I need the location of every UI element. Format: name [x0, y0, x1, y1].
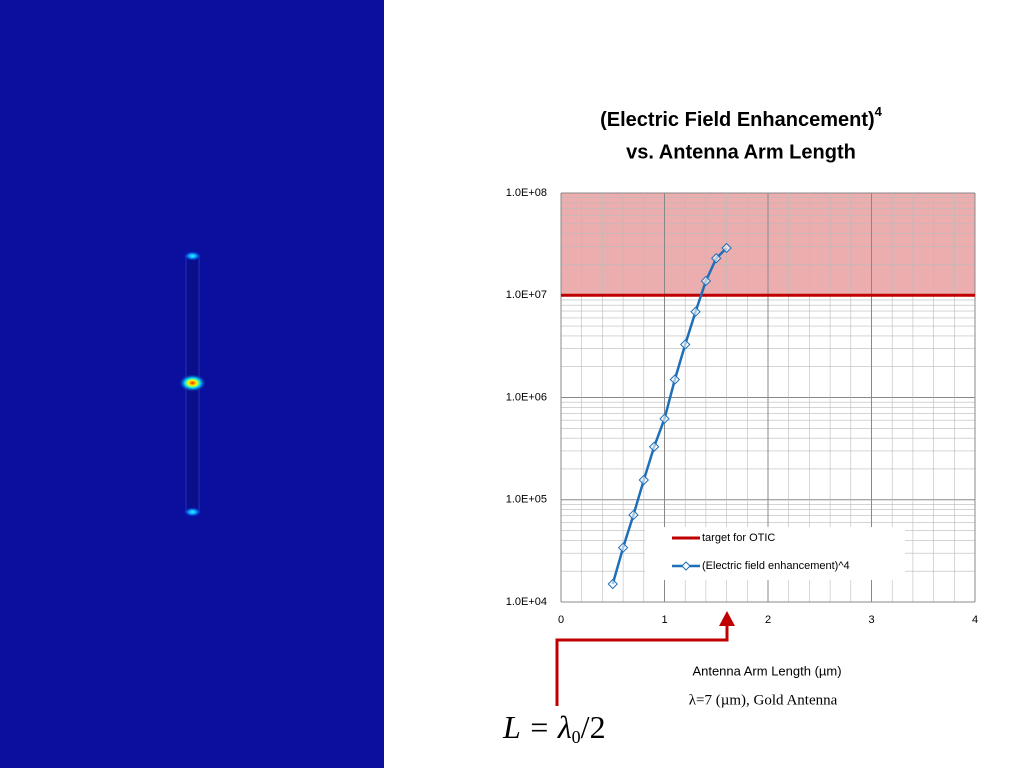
data-point	[690, 306, 701, 317]
tip-hotspot	[183, 251, 202, 261]
chart-title: vs. Antenna Arm Length	[626, 141, 856, 163]
tip-hotspot	[183, 507, 202, 517]
y-tick-label: 1.0E+07	[506, 289, 547, 301]
x-tick-label: 4	[972, 614, 978, 626]
data-point	[628, 509, 639, 521]
formula: L = λ0/2	[502, 709, 606, 747]
data-point	[648, 441, 660, 452]
x-tick-label: 3	[868, 614, 874, 626]
data-point	[669, 374, 681, 385]
x-axis-label: Antenna Arm Length (µm)	[692, 663, 841, 678]
legend-box	[645, 527, 905, 580]
gap-hotspot	[178, 374, 207, 392]
x-tick-label: 0	[558, 614, 564, 626]
legend-marker	[681, 561, 691, 571]
data-point	[638, 474, 650, 486]
formula-part: L = λ	[502, 709, 572, 745]
title-text: (Electric Field Enhancement)	[600, 109, 875, 131]
x-tick-label: 2	[765, 614, 771, 626]
formula-part: 0	[572, 727, 581, 747]
data-point	[711, 253, 722, 264]
chart-title: (Electric Field Enhancement)4	[600, 104, 883, 131]
formula-part: /2	[581, 709, 606, 745]
arrow-head	[719, 611, 735, 626]
data-point	[659, 413, 670, 424]
data-point	[679, 339, 691, 350]
data-point	[617, 542, 629, 553]
data-point	[721, 242, 732, 254]
data-point	[607, 578, 618, 590]
y-tick-label: 1.0E+05	[506, 494, 547, 506]
title-superscript: 4	[875, 104, 883, 119]
legend-label: (Electric field enhancement)^4	[702, 560, 850, 572]
y-tick-label: 1.0E+06	[506, 391, 547, 403]
subtitle: λ=7 (µm), Gold Antenna	[689, 692, 838, 708]
pointer-arrow	[555, 624, 729, 706]
data-point	[700, 275, 712, 287]
y-tick-label: 1.0E+08	[506, 187, 547, 199]
series-line	[611, 247, 728, 585]
y-tick-label: 1.0E+04	[506, 596, 547, 608]
legend-label: target for OTIC	[702, 532, 775, 544]
x-tick-label: 1	[661, 614, 667, 626]
